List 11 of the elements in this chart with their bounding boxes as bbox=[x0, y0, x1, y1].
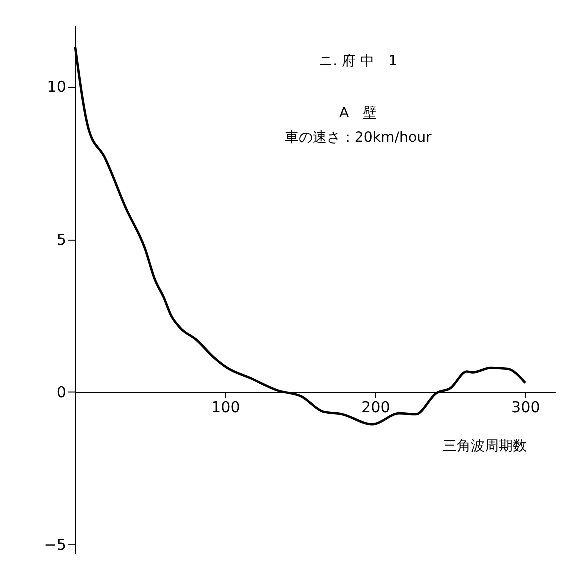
annotation: A 壁 bbox=[340, 105, 378, 122]
y-tick-label: 5 bbox=[56, 230, 66, 249]
x-tick-label: 100 bbox=[212, 398, 240, 416]
x-tick-label: 200 bbox=[362, 398, 390, 416]
text: ニ. 府 中 1 bbox=[319, 53, 398, 70]
y-tick-label: 0 bbox=[56, 383, 66, 402]
y-tick-label: −5 bbox=[44, 536, 66, 554]
annotation: 車の速さ：20km/hour bbox=[284, 130, 432, 146]
x-tick-label: 300 bbox=[512, 398, 540, 416]
y-tick-label: 10 bbox=[47, 78, 66, 96]
x-axis-title: 三角波周期数 bbox=[443, 438, 528, 454]
